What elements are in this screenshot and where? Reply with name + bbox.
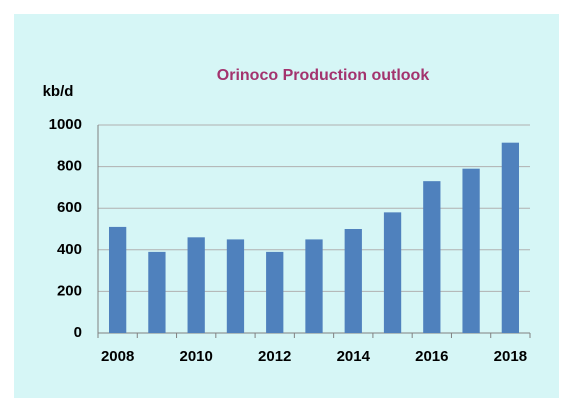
x-tick-label: 2014 [337,348,371,365]
bar [266,251,284,333]
bar [305,239,323,333]
x-tick-label: 2016 [415,348,448,365]
bar [423,181,441,333]
bar [383,212,402,333]
y-tick-label: 0 [74,324,82,341]
chart-title: Orinoco Production outlook [217,67,430,84]
x-tick-label: 2018 [494,348,527,365]
y-tick-label: 200 [57,282,82,299]
bar [462,168,480,333]
bar [501,142,520,333]
y-tick-label: 800 [57,158,82,175]
y-tick-label: 600 [57,199,82,216]
bar [187,237,205,333]
bar [226,239,245,333]
x-tick-label: 2008 [101,348,134,365]
bar [108,226,127,333]
y-tick-label: 400 [57,241,82,258]
y-axis-label: kb/d [43,83,74,100]
bar [344,229,362,333]
y-tick-label: 1000 [49,116,82,133]
bar [148,251,166,333]
x-tick-label: 2010 [179,348,212,365]
x-tick-label: 2012 [258,348,291,365]
